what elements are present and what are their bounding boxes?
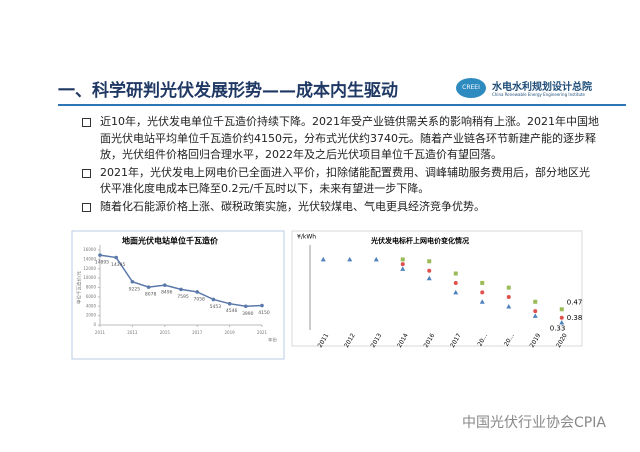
point <box>480 290 485 295</box>
data-label: 3990 <box>242 311 254 317</box>
logo-en: China Renewable Energy Engineering Insti… <box>492 92 586 97</box>
point <box>400 262 405 267</box>
point <box>400 266 406 271</box>
chart-frame <box>291 230 583 347</box>
y-tick-label: 10000 <box>83 275 96 280</box>
point <box>426 275 432 281</box>
data-label: 5453 <box>210 304 222 310</box>
bullet: 近10年，光伏发电单位千瓦造价持续下降。2021年受产业链供需关系的影响稍有上涨… <box>80 114 600 164</box>
chart-title: 地面光伏电站单位千瓦造价 <box>122 236 219 246</box>
chart-frame <box>71 230 285 360</box>
point <box>98 253 102 257</box>
point <box>559 319 565 325</box>
point <box>195 290 199 294</box>
bullet-list: 近10年，光伏发电单位千瓦造价持续下降。2021年受产业链供需关系的影响稍有上涨… <box>80 114 600 216</box>
point <box>347 256 353 262</box>
point <box>506 285 511 290</box>
point <box>453 289 459 295</box>
y-tick-label: 16000 <box>83 247 96 252</box>
data-label: 8496 <box>161 290 173 296</box>
point <box>427 268 432 273</box>
point <box>533 299 538 304</box>
slide-title: 一、科学研判光伏发展形势——成本内生驱动 <box>58 81 398 101</box>
chart-title: 光伏发电标杆上网电价变化情况 <box>370 236 469 245</box>
y-tick-label: 6000 <box>86 294 97 299</box>
data-label: 0.38 <box>567 314 583 322</box>
watermark: 中国光伏行业协会CPIA <box>462 415 606 431</box>
point <box>373 256 379 262</box>
data-label: 0.47 <box>567 298 583 306</box>
point <box>244 304 248 309</box>
y-axis-label: 单位千瓦造价/元 <box>76 270 83 304</box>
y-tick-label: 4000 <box>86 303 97 308</box>
point <box>211 297 216 302</box>
data-label: 7595 <box>177 294 189 300</box>
x-tick-label: 2021 <box>257 330 268 335</box>
point <box>114 255 118 260</box>
title-rule <box>58 104 626 106</box>
data-label: 4150 <box>258 310 270 316</box>
data-label: 9225 <box>129 286 141 292</box>
data-label: 4546 <box>226 308 238 314</box>
x-axis-label: 年份 <box>268 337 277 344</box>
data-label: 8078 <box>145 292 157 298</box>
y-tick-label: 2000 <box>86 313 97 318</box>
logo-name: 水电水利规划设计总院 <box>492 82 592 93</box>
point <box>427 259 432 264</box>
y-tick-label: 0 <box>93 322 96 327</box>
data-label: 14395 <box>111 262 125 268</box>
point <box>260 303 264 308</box>
data-label: 0.33 <box>550 324 566 332</box>
point <box>453 280 458 285</box>
point <box>453 271 458 276</box>
data-label: 14895 <box>95 260 109 266</box>
point <box>506 295 511 300</box>
point <box>146 285 151 289</box>
x-tick-label: 2019 <box>225 330 236 335</box>
point <box>559 315 564 320</box>
y-axis-label: ¥/kWh <box>297 234 316 241</box>
point <box>400 257 405 262</box>
point <box>506 303 512 309</box>
point <box>479 299 485 304</box>
x-tick-label: 2017 <box>192 330 203 335</box>
point <box>130 279 135 284</box>
point <box>227 301 232 306</box>
point <box>163 283 167 287</box>
y-tick-label: 12000 <box>83 266 96 271</box>
point <box>480 280 485 285</box>
y-tick-label: 8000 <box>86 285 97 290</box>
y-tick-label: 14000 <box>83 256 96 261</box>
point <box>179 287 183 292</box>
bullet: 2021年，光伏发电上网电价已全面进入平价，扣除储能配置费用、调峰辅助服务费用后… <box>80 165 600 198</box>
x-tick-label: 2015 <box>160 330 171 335</box>
bullet: 随着化石能源价格上涨、碳税政策实施，光伏较煤电、气电更具经济竞争优势。 <box>80 199 600 216</box>
point <box>533 309 538 314</box>
x-tick-label: 2011 <box>95 330 106 335</box>
point <box>532 313 538 318</box>
point <box>320 256 326 262</box>
data-label: 7058 <box>193 296 205 302</box>
logo-mark: CREEI <box>456 78 486 98</box>
x-tick-label: 2013 <box>127 330 138 335</box>
point <box>559 307 564 312</box>
